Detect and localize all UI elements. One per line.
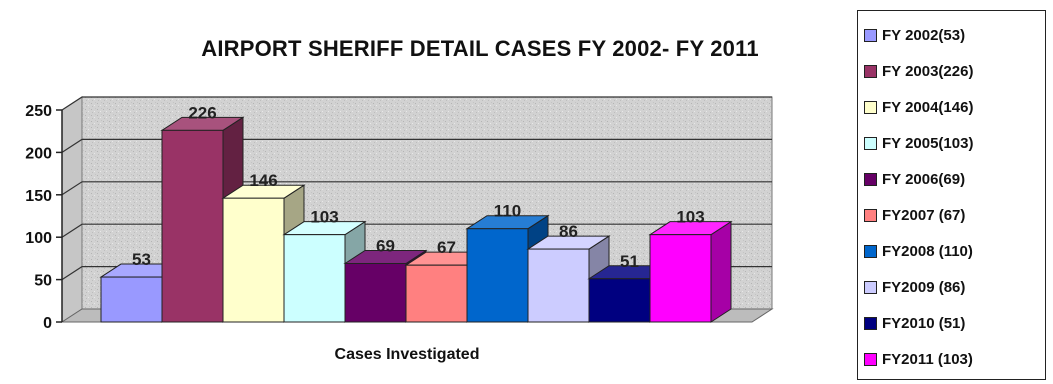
y-tick-label: 150	[25, 188, 52, 205]
gridline	[61, 138, 772, 153]
legend-item: FY 2006(69)	[858, 161, 1045, 197]
legend-item: FY2009 (86)	[858, 269, 1045, 305]
data-label: 86	[559, 222, 578, 241]
legend-swatch	[864, 352, 877, 366]
chart: 53 226 146 103 69 67 110 86 51 103 0 50 100 150 200 25…	[25, 96, 774, 363]
legend-label: FY 2004(146)	[882, 98, 974, 116]
data-label: 103	[676, 208, 704, 227]
legend-item: FY2008 (110)	[858, 233, 1045, 269]
legend-item: FY2011 (103)	[858, 341, 1045, 377]
data-label: 146	[249, 171, 277, 190]
data-label: 53	[132, 250, 151, 269]
legend-swatch	[864, 136, 877, 150]
legend-label: FY2010 (51)	[882, 314, 966, 332]
legend-item: FY2010 (51)	[858, 305, 1045, 341]
gridline	[61, 96, 772, 111]
legend-label: FY2011 (103)	[882, 350, 973, 368]
legend-label: FY 2006(69)	[882, 170, 966, 188]
y-tick-label: 250	[25, 103, 52, 120]
bar-front	[344, 262, 407, 323]
legend-swatch	[864, 280, 877, 294]
bar-side	[710, 220, 732, 323]
gridline	[61, 181, 772, 196]
bar-front	[222, 197, 285, 323]
legend-label: FY2007 (67)	[882, 206, 966, 224]
data-label: 110	[494, 202, 521, 221]
legend-item: FY 2003(226)	[858, 53, 1045, 89]
bar-front	[161, 129, 224, 323]
legend-label: FY2009 (86)	[882, 278, 966, 296]
data-label: 226	[188, 103, 216, 122]
bar-front	[649, 234, 712, 323]
bar-front	[527, 248, 590, 323]
bar-front	[466, 228, 529, 323]
legend-swatch	[864, 208, 877, 222]
data-label: 69	[376, 236, 395, 255]
data-label: 103	[310, 208, 338, 227]
legend-swatch	[864, 172, 877, 186]
bar-front	[283, 234, 346, 323]
legend-swatch	[864, 28, 877, 42]
legend-label: FY2008 (110)	[882, 242, 973, 260]
y-tick-label: 0	[43, 315, 52, 332]
bar	[648, 220, 733, 323]
bar-front	[405, 264, 468, 323]
bar-front	[100, 276, 163, 323]
data-label: 51	[620, 252, 639, 271]
legend-item: FY2007 (67)	[858, 197, 1045, 233]
legend-swatch	[864, 100, 877, 114]
legend-item: FY 2002(53)	[858, 17, 1045, 53]
y-tick-label: 200	[25, 145, 52, 162]
legend-item: FY 2004(146)	[858, 89, 1045, 125]
legend-label: FY 2005(103)	[882, 134, 974, 152]
legend-swatch	[864, 64, 877, 78]
x-axis-label: Cases Investigated	[335, 346, 480, 363]
legend-swatch	[864, 244, 877, 258]
side-wall	[61, 96, 83, 323]
legend-label: FY 2002(53)	[882, 26, 966, 44]
legend-item: FY 2005(103)	[858, 125, 1045, 161]
data-label: 67	[437, 238, 456, 257]
y-tick-label: 100	[25, 230, 52, 247]
chart-title: AIRPORT SHERIFF DETAIL CASES FY 2002- FY…	[201, 36, 759, 61]
bar-front	[588, 278, 651, 323]
y-tick-label: 50	[34, 273, 52, 290]
legend: FY 2002(53) FY 2003(226) FY 2004(146) FY 20…	[857, 10, 1046, 380]
legend-label: FY 2003(226)	[882, 62, 974, 80]
legend-swatch	[864, 316, 877, 330]
